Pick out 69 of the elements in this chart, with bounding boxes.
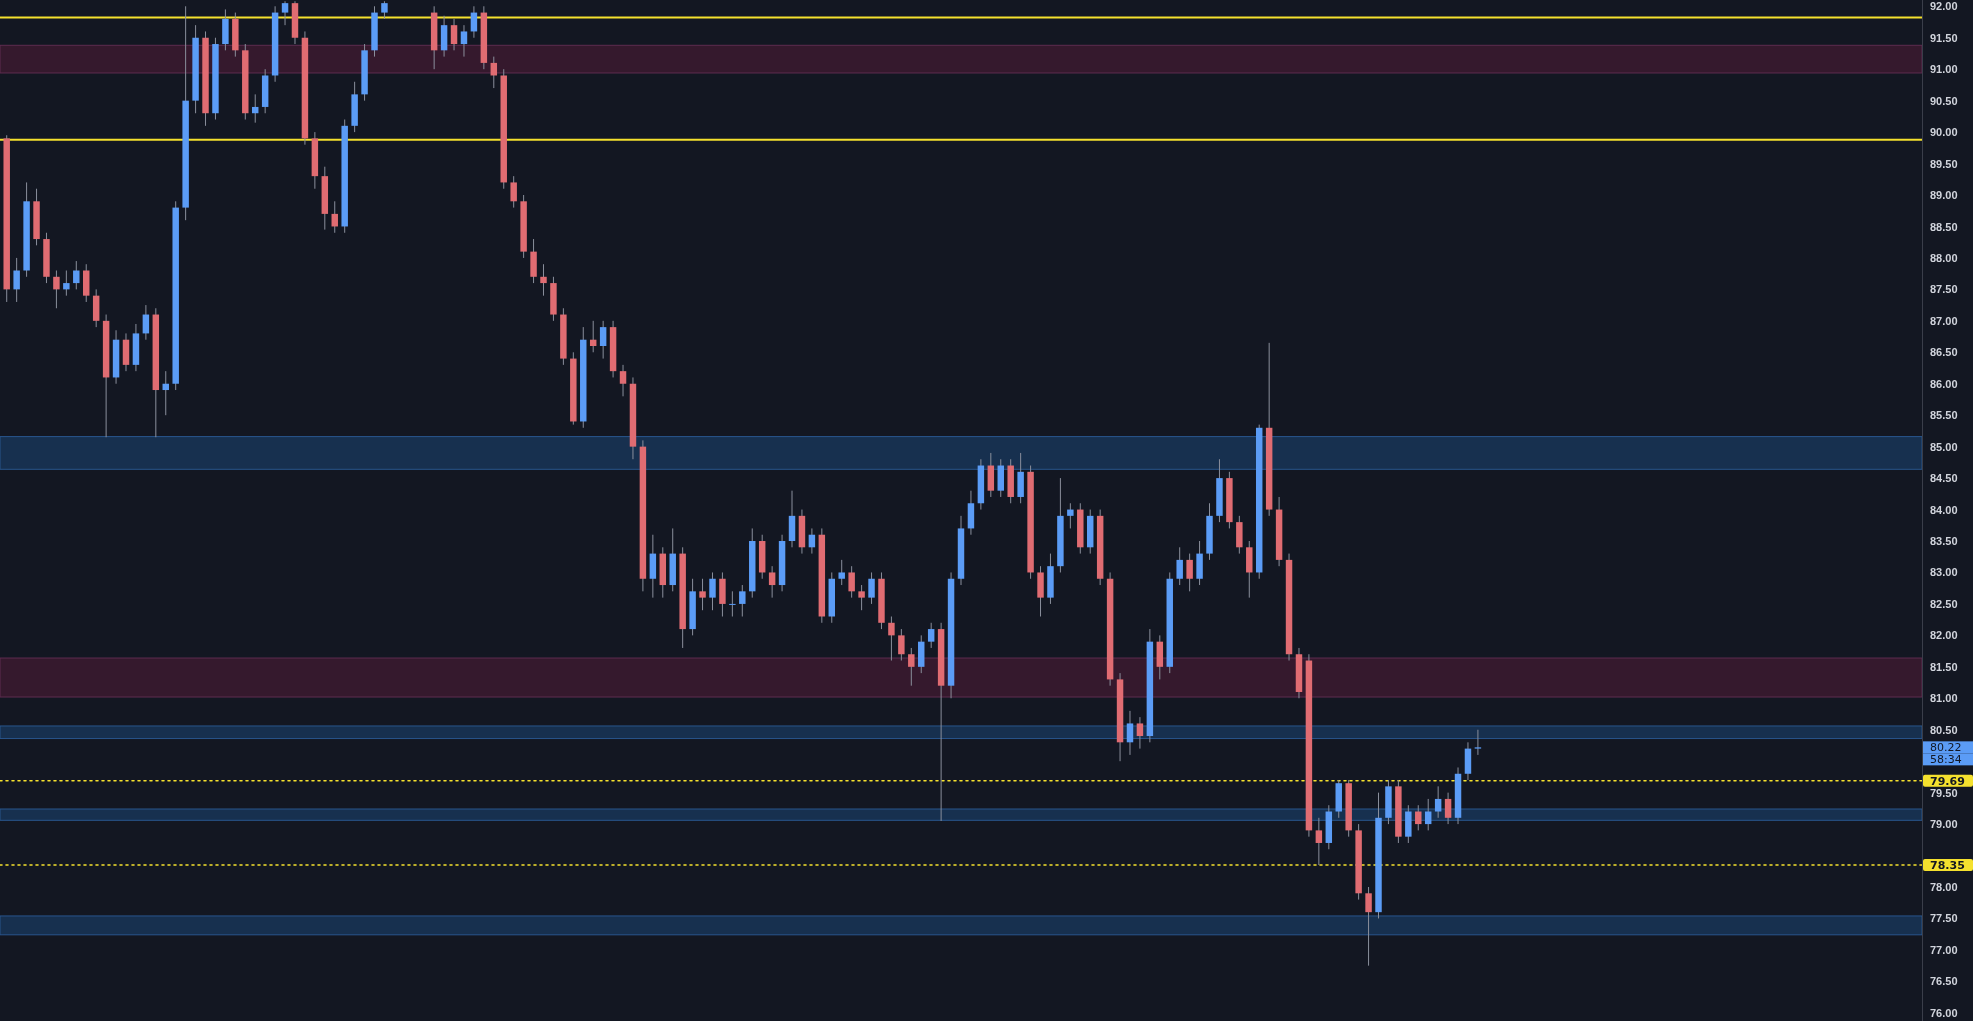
candlestick [768, 565, 776, 599]
y-tick-label: 81.00 [1930, 692, 1958, 705]
y-tick-label: 76.00 [1930, 1006, 1958, 1019]
y-tick-label: 89.00 [1930, 189, 1958, 202]
y-tick-label: 87.00 [1930, 314, 1958, 327]
candlestick [460, 24, 468, 58]
y-tick-label: 80.50 [1930, 723, 1958, 736]
candlestick [540, 263, 547, 297]
candlestick [13, 257, 20, 303]
candlestick [927, 622, 935, 649]
y-tick-label: 91.50 [1930, 31, 1958, 44]
y-tick-label: 78.00 [1930, 881, 1958, 894]
y-tick-label: 79.50 [1930, 786, 1958, 799]
candlestick [619, 364, 627, 397]
text: 80.22 [1930, 741, 1962, 755]
candlestick [450, 18, 458, 51]
ref-line-label: 79.69 [1930, 774, 1965, 788]
y-tick-label: 83.00 [1930, 566, 1958, 579]
candlestick [53, 270, 60, 309]
y-tick-label: 77.00 [1930, 943, 1958, 956]
candlestick [1067, 502, 1074, 529]
y-tick-label: 76.50 [1930, 975, 1958, 988]
y-tick-label: 90.50 [1930, 94, 1958, 107]
y-tick-label: 82.50 [1930, 597, 1958, 610]
y-tick-label: 84.00 [1930, 503, 1958, 516]
candlestick [1126, 710, 1134, 756]
candlestick [1474, 729, 1482, 756]
candlestick [1444, 792, 1452, 825]
y-tick-label: 90.00 [1930, 126, 1958, 139]
candlestick [73, 260, 80, 290]
y-tick-label: 86.50 [1930, 346, 1958, 359]
candlestick [281, 0, 289, 26]
y-tick-label: 91.00 [1930, 63, 1958, 76]
candlestick [858, 584, 865, 611]
candlestick [63, 270, 70, 297]
y-tick-label: 89.50 [1930, 157, 1958, 170]
y-tick-label: 87.50 [1930, 283, 1958, 296]
y-tick-label: 77.50 [1930, 912, 1958, 925]
candlestick [699, 578, 706, 611]
y-tick-label: 79.00 [1930, 818, 1958, 831]
y-tick-label: 88.00 [1930, 251, 1958, 264]
y-tick-label: 85.50 [1930, 409, 1958, 422]
text: 58:34 [1930, 753, 1962, 767]
candlestick [729, 590, 736, 617]
ref-line-label: 78.35 [1930, 858, 1965, 872]
y-tick-label: 86.00 [1930, 377, 1958, 390]
candlestick [739, 584, 746, 617]
candlestick [1315, 817, 1323, 866]
candlestick [599, 320, 607, 360]
candlestick [510, 175, 517, 209]
candlestick [1136, 716, 1144, 750]
candlestick [1186, 553, 1193, 592]
candlestick [1176, 546, 1183, 586]
y-tick-label: 92.00 [1930, 0, 1958, 13]
candlestick [898, 628, 905, 662]
candlestick [1434, 785, 1442, 819]
candlestick [868, 571, 875, 605]
candlestick [848, 565, 855, 599]
candlestick [908, 647, 915, 687]
y-tick-label: 85.00 [1930, 440, 1958, 453]
y-tick-label: 84.50 [1930, 472, 1958, 485]
candlestick [1365, 886, 1372, 967]
y-tick-label: 83.50 [1930, 535, 1958, 548]
y-tick-label: 81.50 [1930, 660, 1958, 673]
candlestick [709, 571, 716, 611]
candlestick [888, 616, 895, 662]
candlestick [838, 559, 845, 586]
y-tick-label: 82.00 [1930, 629, 1958, 642]
y-tick-label: 88.50 [1930, 220, 1958, 233]
